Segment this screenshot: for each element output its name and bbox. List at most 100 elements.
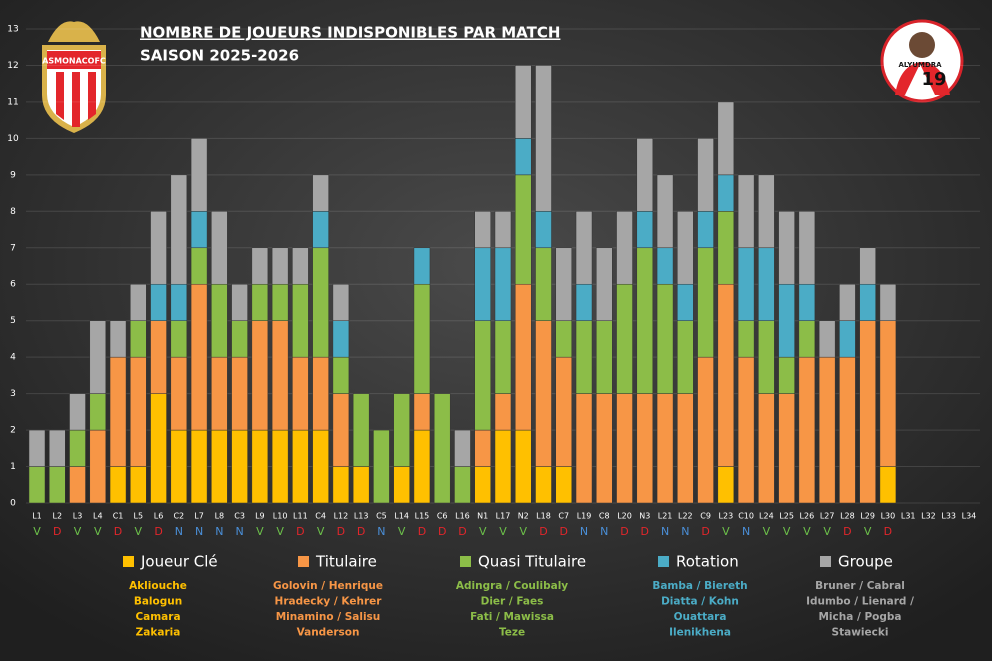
bar-segment [514, 65, 532, 139]
x-tick-label: L4 [93, 512, 103, 521]
x-tick-label: N2 [518, 512, 529, 521]
bar-segment [677, 211, 694, 285]
bar-segment [474, 211, 491, 249]
legend-swatch [820, 556, 831, 567]
result-label: D [418, 525, 426, 538]
bar-segment [535, 65, 552, 212]
legend-label: Groupe [838, 553, 893, 571]
x-tick-label: L23 [719, 512, 734, 521]
legend-players: Hradecky / Kehrer [275, 596, 383, 608]
legend-players: Adingra / Coulibaly [456, 580, 568, 592]
x-tick-label: L25 [779, 512, 794, 521]
y-tick-label: 2 [10, 426, 16, 436]
avatar-name: ALYUMDRA [898, 61, 942, 69]
result-label: N [377, 525, 385, 538]
result-label: V [317, 525, 325, 538]
bar-segment [170, 174, 188, 285]
chart-title: NOMBRE DE JOUEURS INDISPONIBLES PAR MATC… [140, 24, 560, 42]
logo: ASMONACOFC [42, 21, 106, 133]
bar-segment [170, 356, 188, 431]
x-tick-label: L31 [901, 512, 916, 521]
x-tick-label: L19 [577, 512, 592, 521]
x-tick-label: L32 [921, 512, 936, 521]
result-label: V [499, 525, 507, 538]
bar-segment [231, 356, 248, 431]
bar-segment [656, 393, 674, 504]
bar-segment [737, 174, 755, 249]
y-tick-label: 1 [10, 462, 16, 472]
bar-segment [312, 429, 329, 504]
bar-segment [474, 466, 491, 504]
result-label: D [458, 525, 466, 538]
bar-segment [879, 283, 897, 321]
y-tick-label: 12 [7, 61, 18, 71]
result-label: V [783, 525, 791, 538]
y-tick-label: 6 [10, 280, 16, 290]
bar-segment [514, 174, 532, 285]
bar-segment [575, 211, 593, 285]
legend-players: Diatta / Kohn [661, 596, 739, 608]
result-label: N [661, 525, 669, 538]
result-label: V [823, 525, 831, 538]
logo-text: ASMONACOFC [42, 57, 106, 66]
bar-segment [737, 320, 755, 358]
bar-segment [190, 138, 208, 212]
result-label: D [154, 525, 162, 538]
y-tick-label: 4 [10, 353, 16, 363]
bar-segment [28, 429, 46, 467]
x-tick-label: L12 [334, 512, 349, 521]
bar-segment [717, 466, 735, 504]
bar-segment [332, 466, 350, 504]
x-tick-label: L2 [52, 512, 62, 521]
result-label: V [135, 525, 143, 538]
x-tick-label: C10 [738, 512, 754, 521]
bar-segment [109, 466, 127, 504]
legend-label: Rotation [676, 553, 739, 571]
bar-segment [413, 429, 431, 504]
bar-segment [555, 466, 573, 504]
bar-segment [798, 283, 816, 321]
x-tick-label: L20 [617, 512, 632, 521]
bar-segment [818, 320, 836, 358]
bar-segment [494, 429, 512, 504]
result-label: V [763, 525, 771, 538]
bar-segment [758, 247, 775, 321]
x-tick-label: C2 [173, 512, 184, 521]
bar-segment [150, 211, 167, 285]
bar-segment [596, 320, 613, 394]
x-tick-label: L21 [658, 512, 673, 521]
result-label: D [296, 525, 304, 538]
x-tick-label: C6 [437, 512, 448, 521]
legend-players: Camara [135, 611, 180, 623]
result-label: N [215, 525, 223, 538]
x-tick-label: L26 [800, 512, 815, 521]
bar-segment [231, 429, 248, 504]
bar-segment [332, 283, 350, 321]
bar-segment [190, 247, 208, 285]
bar-segment [130, 466, 147, 504]
legend-players: Bruner / Cabral [815, 580, 905, 592]
bar-segment [535, 320, 552, 467]
bar-segment [109, 320, 127, 358]
result-label: N [742, 525, 750, 538]
result-label: V [94, 525, 102, 538]
bar-segment [271, 429, 289, 504]
bar-segment [332, 393, 350, 467]
bar-segment [69, 393, 86, 431]
bar-segment [89, 429, 107, 504]
bar-segment [89, 393, 107, 431]
bar-segment [474, 247, 491, 321]
x-tick-label: L34 [962, 512, 977, 521]
bar-segment [616, 283, 633, 394]
bar-segment [312, 211, 329, 249]
bar-segment [535, 211, 552, 249]
bar-segment [514, 429, 532, 504]
x-tick-label: L16 [455, 512, 470, 521]
y-tick-label: 7 [10, 243, 16, 253]
result-label: V [256, 525, 264, 538]
result-label: N [580, 525, 588, 538]
bar-segment [737, 247, 755, 321]
x-tick-label: C9 [700, 512, 711, 521]
bar-segment [778, 283, 795, 358]
result-label: D [641, 525, 649, 538]
